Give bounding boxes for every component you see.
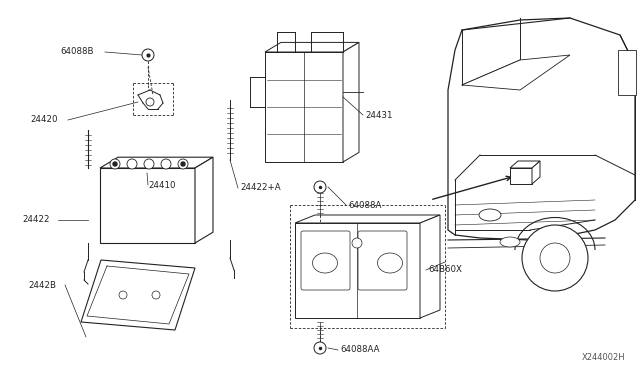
Text: 64088AA: 64088AA bbox=[340, 346, 380, 355]
Polygon shape bbox=[265, 42, 359, 52]
Bar bbox=[618, 50, 636, 95]
Polygon shape bbox=[448, 18, 635, 240]
Circle shape bbox=[540, 243, 570, 273]
Text: 64088A: 64088A bbox=[348, 201, 381, 209]
Circle shape bbox=[522, 225, 588, 291]
Text: 24431: 24431 bbox=[365, 110, 392, 119]
Circle shape bbox=[113, 162, 117, 166]
Ellipse shape bbox=[479, 209, 501, 221]
Polygon shape bbox=[343, 42, 359, 162]
Polygon shape bbox=[295, 215, 440, 223]
Ellipse shape bbox=[500, 237, 520, 247]
Circle shape bbox=[142, 49, 154, 61]
Text: 64B60X: 64B60X bbox=[428, 266, 462, 275]
Circle shape bbox=[144, 159, 154, 169]
Text: 24420: 24420 bbox=[30, 115, 58, 125]
Circle shape bbox=[110, 159, 120, 169]
Circle shape bbox=[178, 159, 188, 169]
FancyBboxPatch shape bbox=[358, 231, 407, 290]
Text: X244002H: X244002H bbox=[581, 353, 625, 362]
Circle shape bbox=[314, 181, 326, 193]
Bar bbox=[265, 52, 343, 162]
Bar bbox=[295, 223, 420, 318]
Ellipse shape bbox=[312, 253, 337, 273]
Text: 24422+A: 24422+A bbox=[240, 183, 280, 192]
Ellipse shape bbox=[378, 253, 403, 273]
Circle shape bbox=[152, 291, 160, 299]
Text: 24422: 24422 bbox=[22, 215, 49, 224]
Bar bbox=[100, 168, 195, 243]
Polygon shape bbox=[195, 157, 213, 243]
Polygon shape bbox=[462, 55, 570, 90]
Text: 64088B: 64088B bbox=[60, 48, 93, 57]
Polygon shape bbox=[510, 161, 540, 168]
Circle shape bbox=[119, 291, 127, 299]
Circle shape bbox=[146, 98, 154, 106]
Circle shape bbox=[161, 159, 171, 169]
Circle shape bbox=[314, 342, 326, 354]
Circle shape bbox=[127, 159, 137, 169]
Polygon shape bbox=[100, 157, 213, 168]
Polygon shape bbox=[532, 161, 540, 184]
Text: 24410: 24410 bbox=[148, 180, 175, 189]
Circle shape bbox=[181, 162, 185, 166]
Text: 2442B: 2442B bbox=[28, 280, 56, 289]
Circle shape bbox=[352, 238, 362, 248]
FancyBboxPatch shape bbox=[301, 231, 350, 290]
Polygon shape bbox=[420, 215, 440, 318]
Polygon shape bbox=[81, 260, 195, 330]
Bar bbox=[510, 168, 532, 184]
